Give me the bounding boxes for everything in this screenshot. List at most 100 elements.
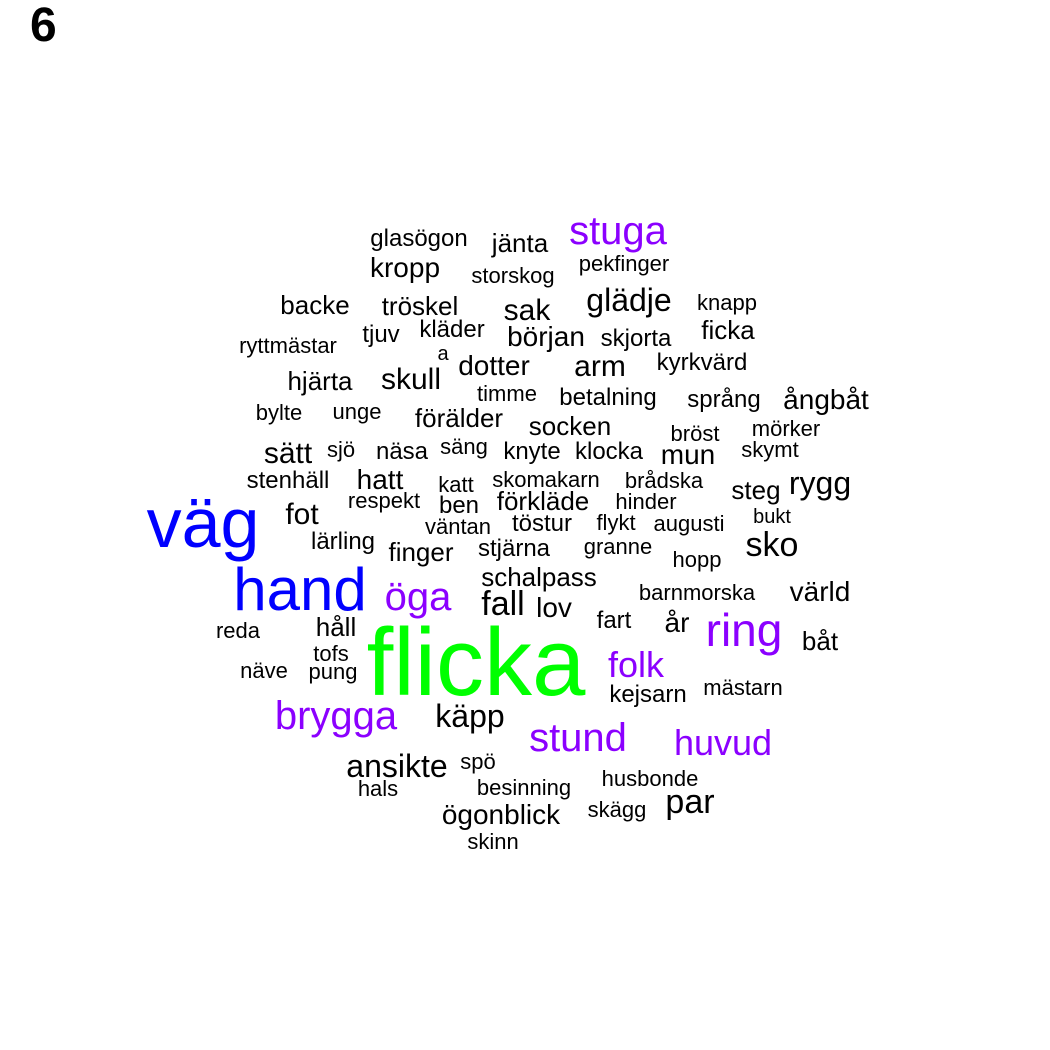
word-cloud-term: steg <box>731 475 781 505</box>
word-cloud-term: kyrkvärd <box>656 349 748 376</box>
word-cloud-term: jänta <box>491 228 549 258</box>
word-cloud-term: mun <box>660 439 716 470</box>
word-cloud-term: klocka <box>574 438 644 465</box>
word-cloud-term: storskog <box>471 263 555 288</box>
word-cloud-term: tofs <box>313 641 349 666</box>
word-cloud-term: rygg <box>788 465 852 501</box>
word-cloud-term: huvud <box>673 722 773 763</box>
word-cloud-term: skjorta <box>600 325 672 352</box>
word-cloud-term: knyte <box>503 438 561 465</box>
word-cloud-term: bukt <box>753 506 791 528</box>
word-cloud-term: år <box>664 607 690 638</box>
word-cloud-term: katt <box>438 472 474 497</box>
word-cloud-term: väg <box>146 484 260 562</box>
word-cloud-term: par <box>665 783 715 821</box>
word-cloud-term: hand <box>233 556 367 623</box>
word-cloud-term: brådska <box>624 468 704 493</box>
word-cloud-term: dotter <box>458 350 530 381</box>
word-cloud-term: säng <box>440 434 488 459</box>
word-cloud-term: skinn <box>467 829 519 854</box>
word-cloud-term: skull <box>380 363 442 396</box>
word-cloud-term: folk <box>607 644 665 685</box>
word-cloud-term: hinder <box>615 489 677 514</box>
word-cloud-term: fart <box>596 607 632 634</box>
word-cloud-term: flicka <box>366 609 586 716</box>
word-cloud-term: stund <box>529 716 627 760</box>
word-cloud-term: reda <box>215 618 261 643</box>
word-cloud-term: ficka <box>701 315 755 345</box>
word-cloud-term: förkläde <box>496 486 590 516</box>
word-cloud-term: knapp <box>697 290 757 315</box>
word-cloud-term: flykt <box>596 510 636 535</box>
word-cloud-term: sjö <box>326 437 356 462</box>
word-cloud-term: ring <box>705 604 783 656</box>
word-cloud-term: husbonde <box>601 766 699 791</box>
word-cloud-term: tröskel <box>381 291 459 321</box>
word-cloud-term: tjuv <box>362 321 400 348</box>
word-cloud-term: språng <box>687 386 761 413</box>
word-cloud-term: respekt <box>347 488 421 513</box>
word-cloud-term: hatt <box>356 464 404 495</box>
word-cloud-term: hals <box>357 776 399 801</box>
word-cloud-term: käpp <box>435 698 505 734</box>
word-cloud-term: kläder <box>419 316 485 343</box>
word-cloud-term: pung <box>308 659 358 684</box>
word-cloud-term: skymt <box>741 437 799 462</box>
word-cloud-term: lärling <box>310 528 376 555</box>
word-cloud-term: skomakarn <box>492 467 600 492</box>
word-cloud-term: pekfinger <box>578 251 670 276</box>
word-cloud-term: värld <box>789 576 851 607</box>
word-cloud-term: augusti <box>653 511 725 536</box>
word-cloud-term: ben <box>438 492 480 519</box>
word-cloud-term: timme <box>477 381 537 406</box>
word-cloud-term: öga <box>384 575 452 619</box>
word-cloud-term: stenhäll <box>246 467 330 494</box>
word-cloud-term: ryttmästar <box>239 333 337 358</box>
word-cloud-term: mästarn <box>703 675 783 700</box>
word-cloud-term: ansikte <box>346 748 448 784</box>
word-cloud-term: glädje <box>586 282 672 318</box>
word-cloud-term: bröst <box>670 421 720 446</box>
word-cloud-term: sak <box>503 294 551 327</box>
word-cloud-term: sätt <box>263 437 313 470</box>
word-cloud-term: håll <box>315 612 357 642</box>
word-cloud-term: sko <box>745 526 799 564</box>
word-cloud-term: hjärta <box>287 366 353 396</box>
word-cloud-term: fot <box>285 498 319 531</box>
word-cloud-term: näve <box>240 658 288 683</box>
word-cloud-term: ångbåt <box>783 384 869 415</box>
word-cloud-term: stuga <box>569 209 667 253</box>
word-cloud-term: spö <box>460 749 496 774</box>
word-cloud-term: kejsarn <box>609 681 687 708</box>
word-cloud-term: förälder <box>414 403 504 433</box>
word-cloud-term: näsa <box>375 438 429 465</box>
word-cloud-term: betalning <box>559 384 657 411</box>
word-cloud-term: granne <box>583 534 653 559</box>
word-cloud-term: backe <box>280 290 350 320</box>
word-cloud-term: hopp <box>672 547 722 572</box>
word-cloud-term: schalpass <box>481 562 597 592</box>
word-cloud-term: väntan <box>424 514 492 539</box>
word-cloud-term: mörker <box>751 416 821 441</box>
word-cloud-term: ögonblick <box>441 799 561 830</box>
word-cloud-term: båt <box>801 626 839 656</box>
word-cloud-term: brygga <box>274 694 398 738</box>
word-cloud-term: barnmorska <box>638 580 756 605</box>
word-cloud-term: finger <box>388 537 454 567</box>
word-cloud-term: glasögon <box>370 225 468 252</box>
word-cloud-term: arm <box>574 350 626 383</box>
word-cloud-term: socken <box>528 411 612 441</box>
word-cloud-term: töstur <box>511 510 573 537</box>
word-cloud-term: kropp <box>369 252 441 283</box>
word-cloud-term: a <box>437 343 449 365</box>
word-cloud-term: unge <box>332 399 382 424</box>
word-cloud-term: fall <box>481 585 525 623</box>
panel-label: 6 <box>30 0 57 52</box>
word-cloud-term: stjärna <box>477 535 551 562</box>
word-cloud-term: besinning <box>476 775 572 800</box>
word-cloud-term: lov <box>536 592 572 623</box>
word-cloud-term: bylte <box>255 400 303 425</box>
word-cloud-term: skägg <box>587 797 647 822</box>
word-cloud-term: början <box>507 321 585 352</box>
